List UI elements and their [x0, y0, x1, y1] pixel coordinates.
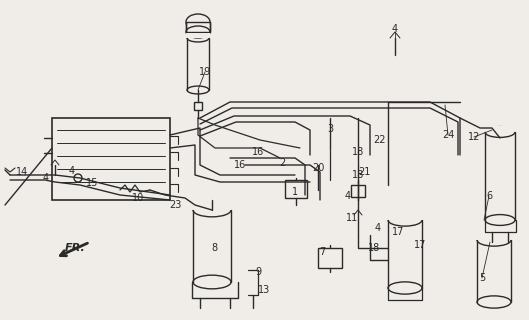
- Text: 18: 18: [368, 243, 380, 253]
- Text: 4: 4: [345, 191, 351, 201]
- Text: 24: 24: [442, 130, 454, 140]
- Text: 22: 22: [374, 135, 386, 145]
- Text: 4: 4: [392, 24, 398, 34]
- Bar: [194, 102, 202, 110]
- Text: 11: 11: [346, 213, 358, 223]
- Text: 4: 4: [43, 173, 49, 183]
- Bar: [476, 233, 512, 240]
- Text: 1: 1: [292, 187, 298, 197]
- Text: 14: 14: [16, 167, 28, 177]
- Text: 3: 3: [327, 124, 333, 134]
- Text: 18: 18: [352, 147, 364, 157]
- Bar: [186, 33, 210, 38]
- Text: 17: 17: [392, 227, 404, 237]
- Text: 12: 12: [468, 132, 480, 142]
- Text: 19: 19: [199, 67, 211, 77]
- Text: 13: 13: [258, 285, 270, 295]
- Text: 21: 21: [358, 167, 370, 177]
- Text: FR.: FR.: [65, 243, 85, 253]
- Text: 6: 6: [486, 191, 492, 201]
- Text: 4: 4: [375, 223, 381, 233]
- Text: 4: 4: [69, 166, 75, 176]
- Text: 20: 20: [312, 163, 324, 173]
- Text: 2: 2: [279, 158, 285, 168]
- Text: 8: 8: [211, 243, 217, 253]
- Bar: [52, 118, 170, 200]
- Bar: [285, 180, 307, 198]
- Text: 15: 15: [86, 178, 98, 188]
- Text: 16: 16: [234, 160, 246, 170]
- Text: 10: 10: [132, 193, 144, 203]
- Bar: [318, 248, 342, 268]
- Text: 7: 7: [319, 247, 325, 257]
- Bar: [351, 185, 365, 197]
- Bar: [186, 22, 210, 32]
- Text: 5: 5: [479, 273, 485, 283]
- Text: 16: 16: [252, 147, 264, 157]
- Text: 23: 23: [169, 200, 181, 210]
- Text: 18: 18: [352, 170, 364, 180]
- Bar: [192, 202, 232, 210]
- Text: 9: 9: [255, 267, 261, 277]
- Bar: [387, 213, 423, 220]
- Bar: [484, 125, 516, 132]
- Text: 17: 17: [414, 240, 426, 250]
